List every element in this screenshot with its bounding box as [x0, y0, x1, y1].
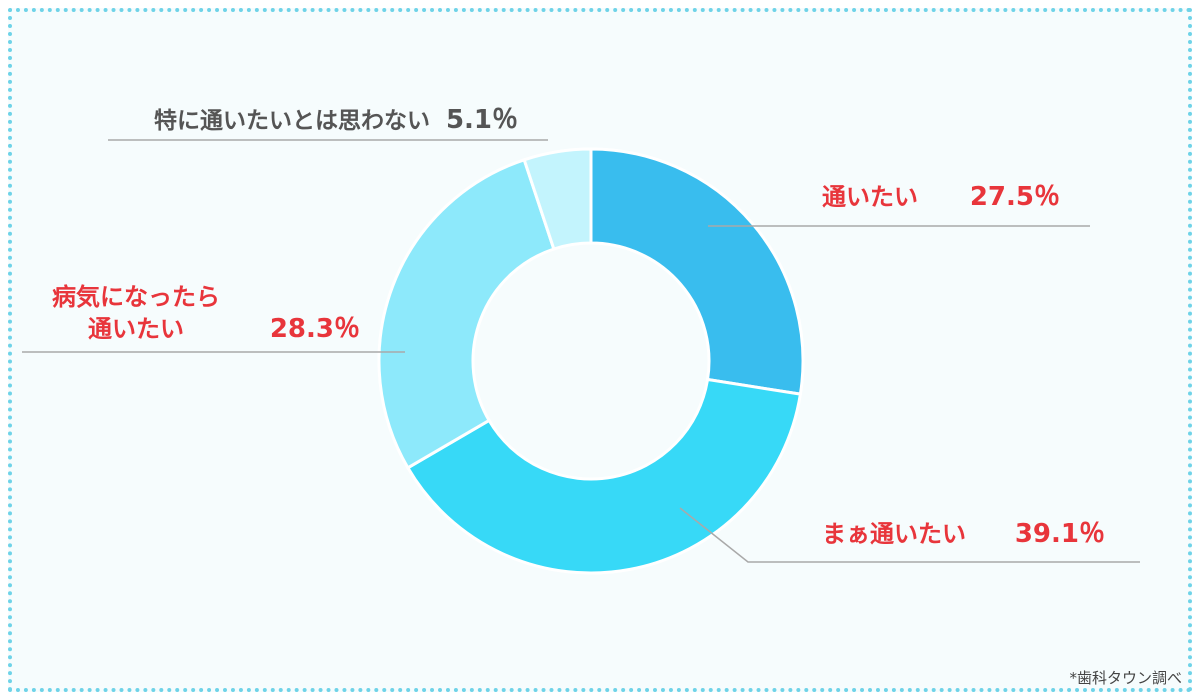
- slice-name-label-2: まぁ通いたい: [822, 520, 966, 548]
- donut-slices: [377, 147, 805, 575]
- slice-name-line: まぁ通いたい: [822, 520, 966, 548]
- slice-4: [522, 147, 593, 251]
- slice-name-label-1: 通いたい: [822, 183, 918, 211]
- slice-value-label-2: 39.1％: [1015, 519, 1105, 549]
- slice-value-label-4: 5.1％: [446, 105, 518, 135]
- slice-name-line: 病気になったら: [52, 283, 220, 311]
- slice-name-label-3: 病気になったら通いたい: [52, 283, 220, 343]
- slice-value-label-1: 27.5％: [970, 182, 1060, 212]
- leader-line-2: [679, 507, 1140, 563]
- slice-value-label-3: 28.3％: [270, 314, 360, 344]
- slice-1: [589, 147, 805, 396]
- leader-lines: [22, 139, 1140, 563]
- slice-labels: 通いたい 27.5％まぁ通いたい 39.1％病気になったら通いたい 28.3％特に通い…: [52, 105, 1105, 549]
- source-note: *歯科タウン調べ: [1069, 669, 1182, 687]
- slice-name-line: 通いたい: [88, 315, 184, 343]
- slice-2: [405, 377, 803, 575]
- slice-name-label-4: 特に通いたいとは思わない: [154, 108, 430, 134]
- chart-frame: [8, 8, 1192, 692]
- slice-name-line: 通いたい: [822, 183, 918, 211]
- slice-name-line: 特に通いたいとは思わない: [154, 108, 430, 134]
- slice-3: [377, 157, 556, 470]
